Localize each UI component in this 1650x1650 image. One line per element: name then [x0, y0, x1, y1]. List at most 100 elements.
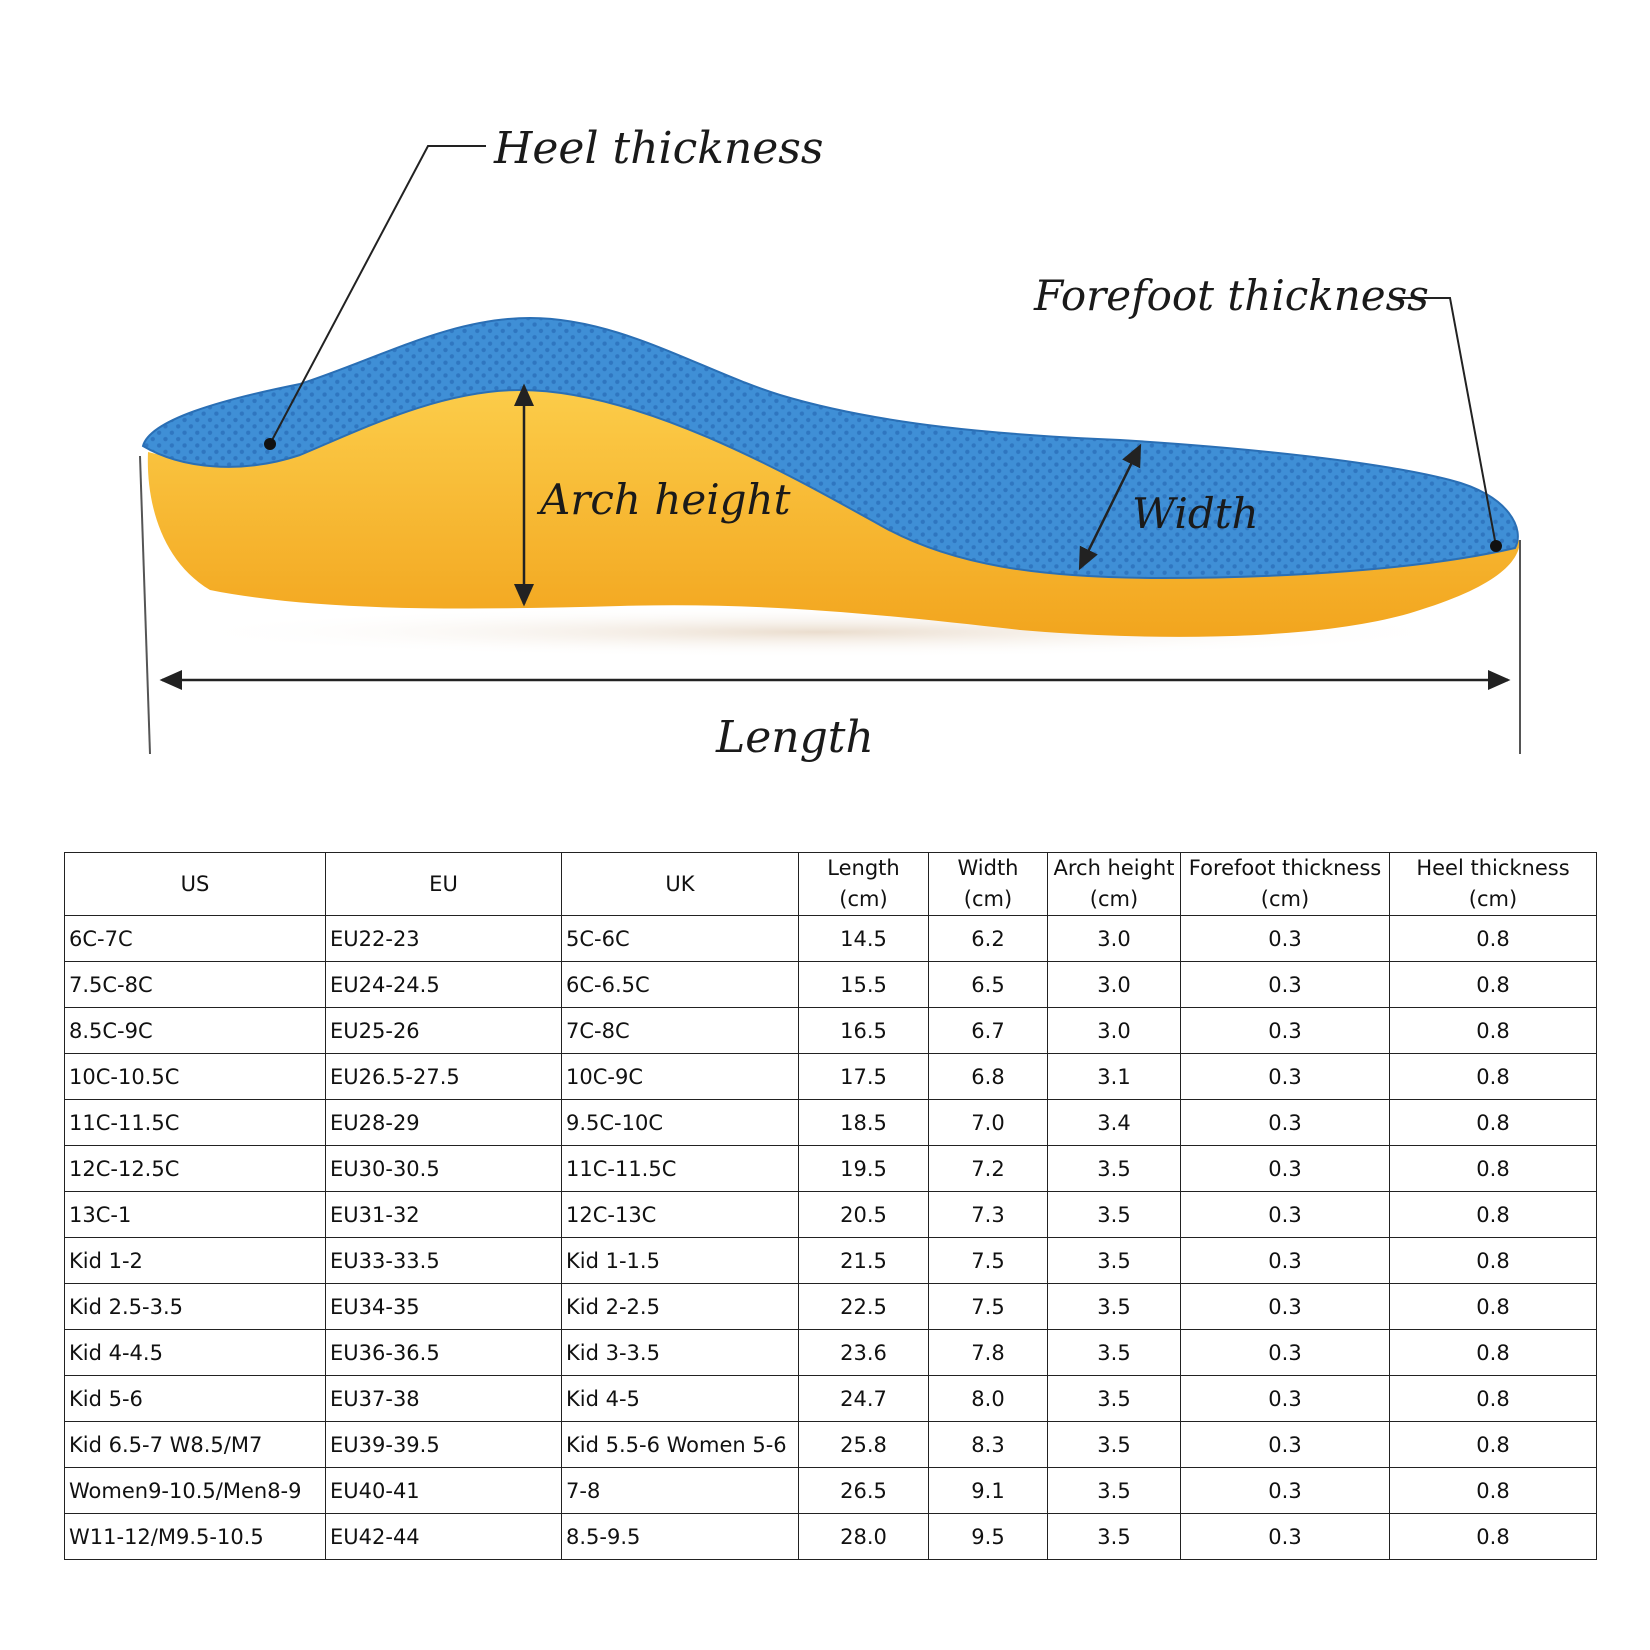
- header-eu-label: EU: [429, 871, 458, 896]
- cell-length: 15.5: [798, 961, 929, 1008]
- size-table-header-row: US EU UK Length (cm) Width (cm) Arch height (cm)…: [64, 852, 1597, 916]
- cell-width: 7.2: [928, 1145, 1048, 1192]
- header-forefoot-thickness-label: Forefoot thickness: [1188, 856, 1382, 880]
- cell-uk: Kid 2-2.5: [561, 1283, 799, 1330]
- cell-forefoot-thickness: 0.3: [1180, 1421, 1390, 1468]
- cell-us: 8.5C-9C: [64, 1007, 326, 1054]
- cell-uk: 11C-11.5C: [561, 1145, 799, 1192]
- cell-heel-thickness: 0.8: [1389, 1513, 1597, 1560]
- cell-us: Kid 6.5-7 W8.5/M7: [64, 1421, 326, 1468]
- header-heel-thickness-label: Heel thickness: [1416, 856, 1570, 880]
- cell-uk: 8.5-9.5: [561, 1513, 799, 1560]
- insole-diagram: Heel thickness Forefoot thickness Arch h…: [139, 123, 1521, 763]
- cell-heel-thickness: 0.8: [1389, 1053, 1597, 1100]
- cell-uk: 7C-8C: [561, 1007, 799, 1054]
- cell-eu: EU31-32: [325, 1191, 562, 1238]
- table-row: Kid 5-6 EU37-38 Kid 4-5 24.7 8.0 3.5 0.3 0.8: [64, 1375, 1597, 1422]
- cell-forefoot-thickness: 0.3: [1180, 1099, 1390, 1146]
- cell-forefoot-thickness: 0.3: [1180, 1467, 1390, 1514]
- table-row: 13C-1 EU31-32 12C-13C 20.5 7.3 3.5 0.3 0.8: [64, 1191, 1597, 1238]
- header-uk: UK: [561, 852, 799, 916]
- cell-eu: EU36-36.5: [325, 1329, 562, 1376]
- cell-arch-height: 3.5: [1047, 1421, 1181, 1468]
- length-extension-left: [139, 455, 151, 755]
- cell-length: 23.6: [798, 1329, 929, 1376]
- header-us: US: [64, 852, 326, 916]
- width-arrow: [1078, 443, 1142, 571]
- cell-eu: EU40-41: [325, 1467, 562, 1514]
- table-row: W11-12/M9.5-10.5 EU42-44 8.5-9.5 28.0 9.5 3.5…: [64, 1513, 1597, 1560]
- cell-heel-thickness: 0.8: [1389, 1099, 1597, 1146]
- header-heel-thickness: Heel thickness (cm): [1389, 852, 1597, 916]
- cell-arch-height: 3.0: [1047, 1007, 1181, 1054]
- cell-length: 17.5: [798, 1053, 929, 1100]
- cell-eu: EU30-30.5: [325, 1145, 562, 1192]
- table-row: 12C-12.5C EU30-30.5 11C-11.5C 19.5 7.2 3.5 0.3…: [64, 1145, 1597, 1192]
- heel-thickness-dot: [264, 438, 276, 450]
- cell-arch-height: 3.5: [1047, 1513, 1181, 1560]
- cell-forefoot-thickness: 0.3: [1180, 1145, 1390, 1192]
- cell-length: 22.5: [798, 1283, 929, 1330]
- cell-eu: EU37-38: [325, 1375, 562, 1422]
- cell-length: 26.5: [798, 1467, 929, 1514]
- table-row: Kid 1-2 EU33-33.5 Kid 1-1.5 21.5 7.5 3.5 0.3 0.…: [64, 1237, 1597, 1284]
- cell-forefoot-thickness: 0.3: [1180, 1513, 1390, 1560]
- cell-arch-height: 3.5: [1047, 1191, 1181, 1238]
- cell-forefoot-thickness: 0.3: [1180, 1191, 1390, 1238]
- cell-width: 9.1: [928, 1467, 1048, 1514]
- cell-forefoot-thickness: 0.3: [1180, 1237, 1390, 1284]
- cell-arch-height: 3.4: [1047, 1099, 1181, 1146]
- cell-eu: EU24-24.5: [325, 961, 562, 1008]
- cell-heel-thickness: 0.8: [1389, 1283, 1597, 1330]
- cell-eu: EU28-29: [325, 1099, 562, 1146]
- cell-us: Women9-10.5/Men8-9: [64, 1467, 326, 1514]
- header-arch-height-unit: (cm): [1089, 887, 1139, 911]
- header-eu: EU: [325, 852, 562, 916]
- cell-arch-height: 3.0: [1047, 961, 1181, 1008]
- cell-arch-height: 3.5: [1047, 1237, 1181, 1284]
- cell-length: 16.5: [798, 1007, 929, 1054]
- cell-eu: EU26.5-27.5: [325, 1053, 562, 1100]
- cell-width: 7.8: [928, 1329, 1048, 1376]
- cell-heel-thickness: 0.8: [1389, 1375, 1597, 1422]
- header-heel-thickness-unit: (cm): [1468, 887, 1518, 911]
- cell-width: 6.2: [928, 915, 1048, 962]
- cell-us: 7.5C-8C: [64, 961, 326, 1008]
- table-row: 8.5C-9C EU25-26 7C-8C 16.5 6.7 3.0 0.3 0.8: [64, 1007, 1597, 1054]
- cell-arch-height: 3.0: [1047, 915, 1181, 962]
- cell-width: 6.5: [928, 961, 1048, 1008]
- cell-forefoot-thickness: 0.3: [1180, 1053, 1390, 1100]
- cell-us: Kid 1-2: [64, 1237, 326, 1284]
- header-arch-height-label: Arch height: [1053, 856, 1175, 880]
- header-us-label: US: [180, 871, 210, 896]
- cell-arch-height: 3.5: [1047, 1329, 1181, 1376]
- cell-uk: 10C-9C: [561, 1053, 799, 1100]
- table-row: Kid 4-4.5 EU36-36.5 Kid 3-3.5 23.6 7.8 3.5 0.3…: [64, 1329, 1597, 1376]
- cell-width: 9.5: [928, 1513, 1048, 1560]
- cell-eu: EU33-33.5: [325, 1237, 562, 1284]
- table-row: Kid 2.5-3.5 EU34-35 Kid 2-2.5 22.5 7.5 3.5 0.3…: [64, 1283, 1597, 1330]
- cell-heel-thickness: 0.8: [1389, 1007, 1597, 1054]
- cell-uk: Kid 3-3.5: [561, 1329, 799, 1376]
- cell-forefoot-thickness: 0.3: [1180, 1007, 1390, 1054]
- cell-arch-height: 3.5: [1047, 1145, 1181, 1192]
- header-forefoot-thickness: Forefoot thickness (cm): [1180, 852, 1390, 916]
- cell-us: Kid 4-4.5: [64, 1329, 326, 1376]
- heel-thickness-leader: [269, 145, 486, 445]
- cell-arch-height: 3.5: [1047, 1283, 1181, 1330]
- cell-forefoot-thickness: 0.3: [1180, 1283, 1390, 1330]
- cell-us: Kid 2.5-3.5: [64, 1283, 326, 1330]
- cell-length: 20.5: [798, 1191, 929, 1238]
- length-label: Length: [715, 712, 874, 763]
- cell-us: 11C-11.5C: [64, 1099, 326, 1146]
- header-width-label: Width: [957, 856, 1019, 880]
- cell-eu: EU34-35: [325, 1283, 562, 1330]
- header-uk-label: UK: [665, 871, 695, 896]
- header-forefoot-thickness-unit: (cm): [1260, 887, 1310, 911]
- forefoot-thickness-label: Forefoot thickness: [1033, 271, 1429, 320]
- cell-us: 6C-7C: [64, 915, 326, 962]
- cell-uk: 7-8: [561, 1467, 799, 1514]
- cell-us: 10C-10.5C: [64, 1053, 326, 1100]
- cell-forefoot-thickness: 0.3: [1180, 1329, 1390, 1376]
- cell-heel-thickness: 0.8: [1389, 1467, 1597, 1514]
